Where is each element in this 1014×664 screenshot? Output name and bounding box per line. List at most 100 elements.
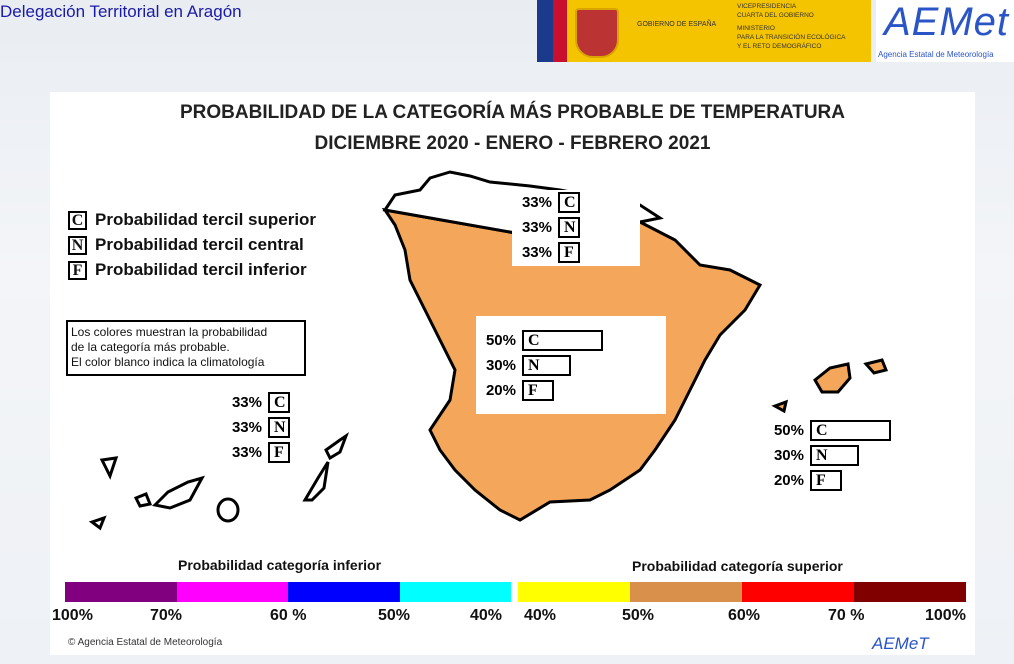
island-shape xyxy=(99,456,119,480)
superior-tick: 40% xyxy=(524,607,557,624)
menorca-shape xyxy=(863,358,889,375)
scale-inferior-title: Probabilidad categoría inferior xyxy=(178,557,382,573)
inferior-color-2 xyxy=(288,582,400,602)
prob-pct: 33% xyxy=(521,218,552,236)
map-subtitle: DICIEMBRE 2020 - ENERO - FEBRERO 2021 xyxy=(314,133,711,154)
ibiza-shape xyxy=(771,399,789,414)
prob-row-n: 33% N xyxy=(512,215,640,240)
prob-bar-c: C xyxy=(522,330,603,351)
island-shape xyxy=(302,461,330,502)
legend-item-f: F Probabilidad tercil inferior xyxy=(68,260,307,280)
aemet-logo-text: AEMet xyxy=(884,0,1010,44)
gobierno-espana-logo: GOBIERNO DE ESPAÑA VICEPRESIDENCIA CUART… xyxy=(537,0,871,62)
map-title: PROBABILIDAD DE LA CATEGORÍA MÁS PROBABL… xyxy=(180,102,845,123)
island-shape xyxy=(216,497,240,523)
prob-bar-f: F xyxy=(522,380,555,401)
prob-bar-n: N xyxy=(268,417,290,438)
legend-item-n: N Probabilidad tercil central xyxy=(68,235,304,255)
prob-row-f: 33% F xyxy=(512,240,640,265)
prob-row-f: 20% F xyxy=(476,378,666,403)
superior-color-2 xyxy=(742,582,854,602)
prob-pct: 30% xyxy=(773,446,804,464)
island-shape xyxy=(151,475,206,510)
prob-pct: 20% xyxy=(485,381,516,399)
spain-stripe xyxy=(553,0,567,62)
prob-row-f: 33% F xyxy=(222,440,290,465)
north-probabilities: 33% C 33% N 33% F xyxy=(512,190,640,266)
prob-row-c: 33% C xyxy=(222,390,290,415)
coat-of-arms-icon xyxy=(575,8,619,58)
prob-bar-c: C xyxy=(268,392,290,413)
prob-row-c: 50% C xyxy=(764,418,891,443)
aemet-mini-logo: AEMeT xyxy=(872,634,929,653)
eu-flag-icon xyxy=(537,0,553,62)
prob-pct: 30% xyxy=(485,356,516,374)
prob-pct: 50% xyxy=(773,421,804,439)
baleares-probabilities: 50% C 30% N 20% F xyxy=(764,418,891,493)
peninsula-probabilities: 50% C 30% N 20% F xyxy=(476,316,666,414)
prob-row-n: 30% N xyxy=(764,443,891,468)
ministry-line: VICEPRESIDENCIA xyxy=(737,3,797,10)
prob-row-n: 33% N xyxy=(222,415,290,440)
inferior-color-3 xyxy=(399,582,511,602)
inferior-tick: 40% xyxy=(470,607,503,624)
legend-label: Probabilidad tercil inferior xyxy=(95,260,307,279)
legend-label: Probabilidad tercil central xyxy=(95,235,304,254)
legend-item-c: C Probabilidad tercil superior xyxy=(68,210,316,230)
note-line: El color blanco indica la climatología xyxy=(71,355,265,369)
superior-tick: 70 % xyxy=(828,607,865,624)
prob-pct: 33% xyxy=(521,243,552,261)
prob-row-f: 20% F xyxy=(764,468,891,493)
island-shape xyxy=(133,492,153,508)
scale-superior-title: Probabilidad categoría superior xyxy=(632,558,843,574)
note-box: Los colores muestran la probabilidad de … xyxy=(66,320,306,376)
prob-bar-n: N xyxy=(810,445,859,466)
island-shape xyxy=(324,432,350,461)
inferior-color-1 xyxy=(176,582,288,602)
aemet-logo-subtitle: Agencia Estatal de Meteorología xyxy=(878,50,994,59)
canary-islands xyxy=(88,432,350,531)
prob-bar-f: F xyxy=(810,470,843,491)
prob-row-c: 33% C xyxy=(512,190,640,215)
inferior-tick: 70% xyxy=(150,607,183,624)
inferior-color-0 xyxy=(65,582,177,602)
ministry-line: PARA LA TRANSICIÓN ECOLÓGICA xyxy=(737,34,846,41)
inferior-tick: 60 % xyxy=(270,607,307,624)
prob-row-c: 50% C xyxy=(476,328,666,353)
aemet-logo: AEMet Agencia Estatal de Meteorología xyxy=(876,0,1014,62)
legend-letter: C xyxy=(68,210,87,230)
legend-letter: F xyxy=(68,260,87,280)
inferior-tick: 100% xyxy=(52,607,93,624)
delegation-title: Delegación Territorial en Aragón xyxy=(0,2,242,21)
superior-color-0 xyxy=(518,582,630,602)
copyright: © Agencia Estatal de Meteorología xyxy=(68,637,223,648)
prob-pct: 50% xyxy=(485,331,516,349)
prob-pct: 33% xyxy=(231,393,262,411)
prob-pct: 20% xyxy=(773,471,804,489)
island-shape xyxy=(88,515,107,531)
ministry-line: Y EL RETO DEMOGRÁFICO xyxy=(737,43,822,50)
legend-letter: N xyxy=(68,235,87,255)
prob-bar-n: N xyxy=(558,217,580,238)
superior-color-3 xyxy=(854,582,966,602)
prob-pct: 33% xyxy=(521,193,552,211)
note-line: Los colores muestran la probabilidad xyxy=(71,325,268,339)
superior-tick: 50% xyxy=(622,607,655,624)
superior-tick: 60% xyxy=(728,607,761,624)
gobierno-text: GOBIERNO DE ESPAÑA xyxy=(637,21,717,28)
prob-row-n: 30% N xyxy=(476,353,666,378)
prob-bar-f: F xyxy=(268,442,290,463)
note-line: de la categoría más probable. xyxy=(71,340,230,354)
prob-bar-n: N xyxy=(522,355,571,376)
prob-pct: 33% xyxy=(231,443,262,461)
superior-color-1 xyxy=(630,582,742,602)
ministry-text: VICEPRESIDENCIA CUARTA DEL GOBIERNO MINI… xyxy=(737,2,846,51)
inferior-tick: 50% xyxy=(378,607,411,624)
prob-bar-c: C xyxy=(810,420,891,441)
mallorca-shape xyxy=(813,362,852,394)
ministry-line: CUARTA DEL GOBIERNO xyxy=(737,12,814,19)
prob-bar-c: C xyxy=(558,192,580,213)
canarias-probabilities: 33% C 33% N 33% F xyxy=(222,390,290,465)
superior-tick: 100% xyxy=(925,607,966,624)
ministry-line: MINISTERIO xyxy=(737,25,775,32)
